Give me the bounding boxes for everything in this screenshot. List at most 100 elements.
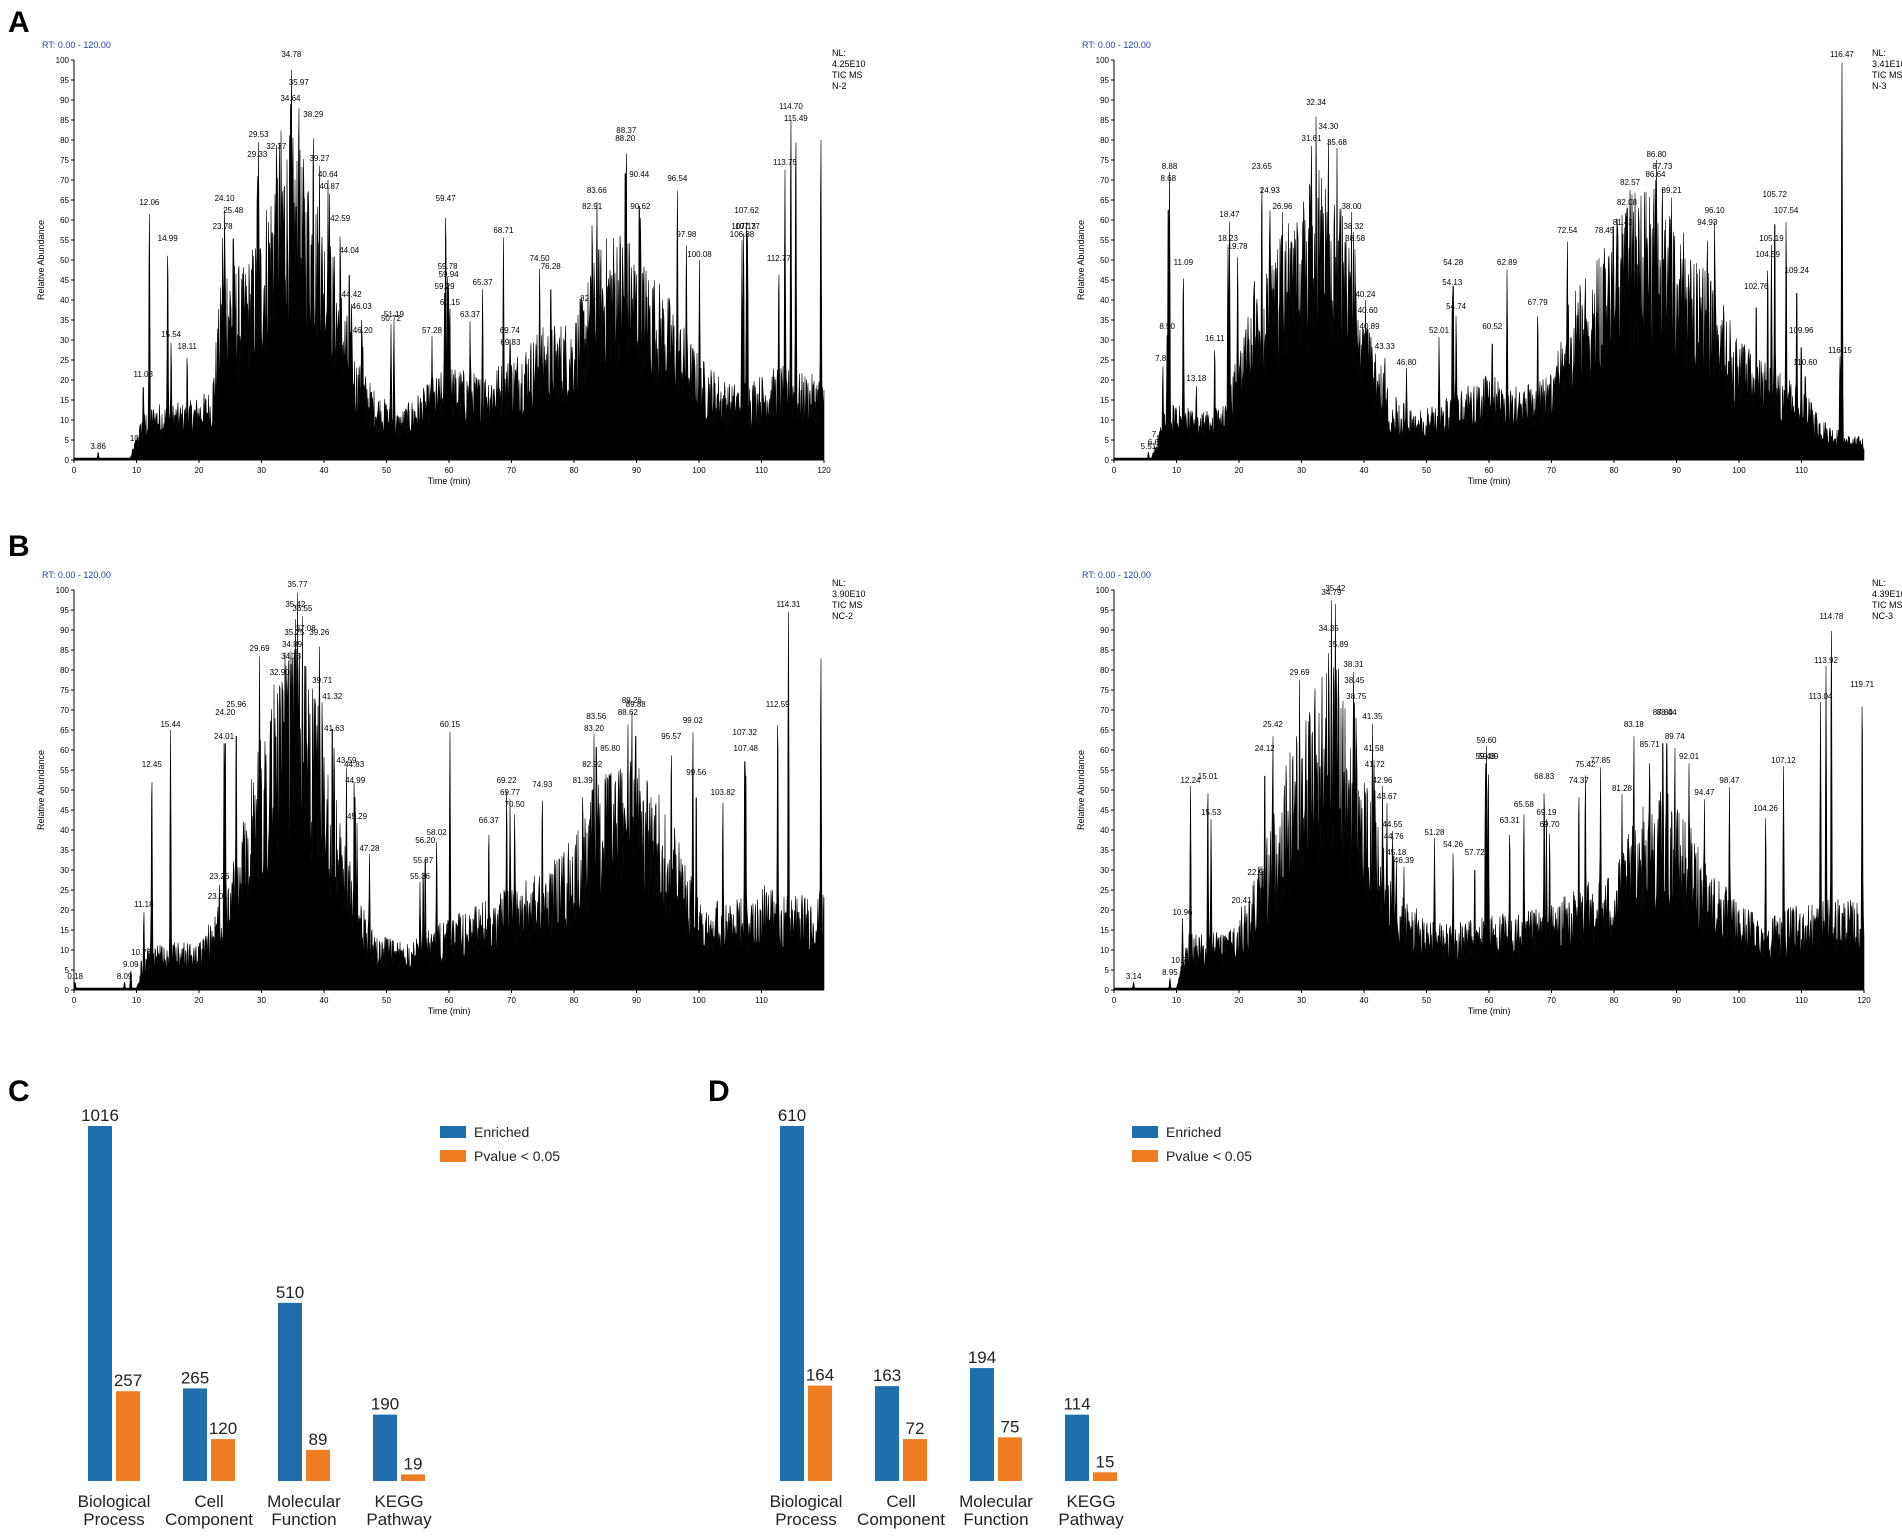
peak-label: 25.42 (1263, 720, 1284, 729)
peak-label: 107.48 (734, 744, 759, 753)
peak-label: 51.28 (1424, 828, 1445, 837)
x-tick-label: 120 (1857, 996, 1871, 1005)
peak-label: 88.44 (1657, 708, 1678, 717)
peak-label: 89.21 (1662, 186, 1683, 195)
peak-label: 68.83 (1534, 772, 1555, 781)
peak-label: 81.28 (1612, 784, 1633, 793)
x-tick-label: 30 (257, 996, 266, 1005)
pvalue-bar (116, 1391, 140, 1481)
y-tick-label: 5 (1105, 436, 1110, 445)
peak-label: 26.96 (1272, 202, 1293, 211)
peak-label: 59.29 (435, 282, 456, 291)
peak-label: 116.47 (1830, 50, 1854, 59)
panel-label-b: B (8, 530, 30, 563)
normalization-header-line: 4.39E10 (1872, 589, 1902, 599)
peak-label: 65.58 (1514, 800, 1535, 809)
peak-label: 57.72 (1465, 848, 1486, 857)
peak-label: 35.68 (1327, 138, 1348, 147)
bar-value-label: 164 (806, 1366, 834, 1385)
peak-label: 113.92 (1814, 656, 1838, 665)
peak-label: 7.29 (1152, 430, 1168, 439)
y-tick-label: 10 (60, 416, 69, 425)
peak-label: 85.80 (600, 744, 621, 753)
bar-value-label: 510 (276, 1283, 304, 1302)
bar-value-label: 1016 (81, 1106, 119, 1125)
x-tick-label: 90 (632, 466, 641, 475)
bar-value-label: 89 (309, 1430, 328, 1449)
peak-label: 119.71 (1850, 680, 1874, 689)
bar-value-label: 194 (968, 1348, 996, 1367)
y-tick-label: 60 (1100, 746, 1109, 755)
peak-label: 35.42 (1325, 584, 1346, 593)
peak-label: 76.28 (541, 262, 562, 271)
x-tick-label: 70 (1547, 466, 1556, 475)
peak-label: 60.15 (440, 720, 461, 729)
normalization-header-line: 3.41E10 (1872, 59, 1902, 69)
peak-label: 69.70 (1540, 820, 1561, 829)
peak-label: 107.32 (733, 728, 758, 737)
bar-value-label: 120 (209, 1419, 237, 1438)
peak-label: 69.22 (497, 776, 518, 785)
y-tick-label: 15 (60, 396, 69, 405)
y-tick-label: 40 (60, 826, 69, 835)
enriched-bar (970, 1368, 994, 1481)
x-tick-label: 50 (1422, 996, 1431, 1005)
peak-label: 35.25 (284, 628, 305, 637)
peak-label: 88.37 (616, 126, 637, 135)
x-tick-label: 70 (1547, 996, 1556, 1005)
x-tick-label: 10 (132, 466, 141, 475)
peak-label: 35.89 (1328, 640, 1349, 649)
x-axis-label: Time (min) (428, 476, 471, 486)
x-tick-label: 0 (72, 466, 77, 475)
peak-label: 107.77 (735, 222, 760, 231)
y-tick-label: 85 (1100, 646, 1109, 655)
y-tick-label: 20 (1100, 376, 1109, 385)
x-tick-label: 110 (755, 466, 768, 475)
peak-label: 104.26 (1753, 804, 1778, 813)
peak-label: 96.10 (1705, 206, 1726, 215)
y-tick-label: 0 (1105, 986, 1110, 995)
chromatogram-a-right: RT: 0.00 - 120.00 NL:3.41E10TIC MSN-3 0 5 10… (1070, 36, 1902, 516)
bar-value-label: 265 (181, 1368, 209, 1387)
peak-label: 32.34 (1306, 98, 1327, 107)
peak-label: 34.73 (281, 652, 302, 661)
peak-label: 100.08 (687, 250, 712, 259)
peak-label: 41.58 (1364, 744, 1385, 753)
peak-label: 78.45 (1594, 226, 1615, 235)
y-tick-label: 70 (1100, 706, 1109, 715)
y-tick-label: 65 (1100, 726, 1109, 735)
peak-label: 114.78 (1819, 612, 1843, 621)
x-tick-label: 60 (1485, 466, 1494, 475)
y-tick-label: 0 (1105, 456, 1110, 465)
peak-label: 41.63 (324, 724, 345, 733)
peak-label: 89.88 (626, 700, 647, 709)
enriched-bar (373, 1414, 397, 1481)
peak-label: 19.78 (1228, 242, 1249, 251)
x-tick-label: 0 (1112, 996, 1117, 1005)
y-tick-label: 55 (1100, 766, 1109, 775)
peak-label: 3.14 (1126, 972, 1142, 981)
peak-label: 23.01 (208, 892, 229, 901)
rt-range-label: RT: 0.00 - 120.00 (42, 40, 111, 50)
y-tick-label: 70 (60, 706, 69, 715)
x-tick-label: 50 (382, 996, 391, 1005)
peak-label: 13.18 (1186, 374, 1207, 383)
legend-label: Enriched (1166, 1124, 1221, 1140)
category-label: Biological (78, 1492, 151, 1511)
peak-label: 41.32 (322, 692, 343, 701)
x-tick-label: 0 (72, 996, 77, 1005)
peak-label: 98.47 (1719, 776, 1740, 785)
peak-label: 99.02 (683, 716, 704, 725)
y-axis-label: Relative Abundance (1076, 220, 1086, 300)
peak-label: 38.45 (1344, 676, 1365, 685)
peak-label: 25.48 (223, 206, 244, 215)
peak-label: 23.65 (1252, 162, 1273, 171)
legend-label: Pvalue < 0.05 (474, 1148, 560, 1164)
peak-label: 59.78 (438, 262, 459, 271)
x-tick-label: 60 (445, 466, 454, 475)
y-tick-label: 25 (60, 886, 69, 895)
